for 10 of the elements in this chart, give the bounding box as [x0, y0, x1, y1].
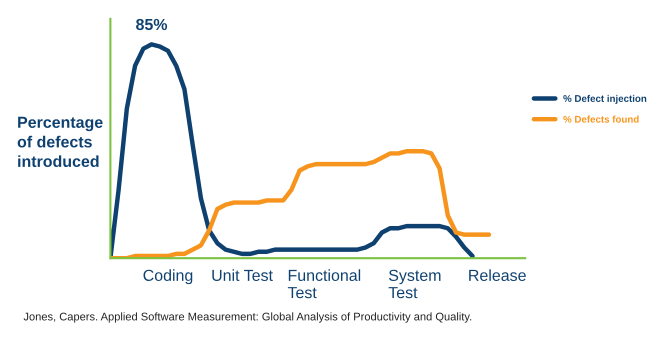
y-axis-title: Percentage of defects introduced [18, 116, 103, 168]
x-tick-label: Functional Test [288, 269, 360, 298]
legend-label: % Defects found [563, 116, 639, 123]
x-tick-label: Release [469, 269, 526, 282]
x-tick-label: System Test [388, 270, 440, 298]
x-tick-label: Coding [144, 269, 192, 284]
x-tick-label: Unit Test [212, 269, 273, 282]
legend-label: % Defect injection [563, 94, 646, 104]
text: Jones, Capers. Applied Software Measurement: Global Analysis of Productivity and Quality. [24, 312, 472, 323]
annotation: 85% [136, 18, 168, 30]
